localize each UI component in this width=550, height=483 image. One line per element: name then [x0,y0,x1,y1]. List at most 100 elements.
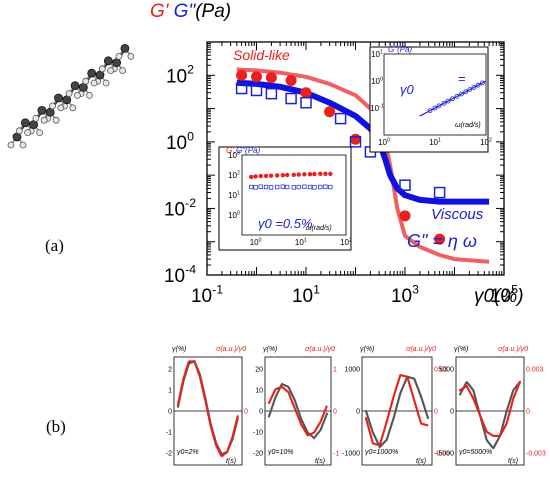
inset-solid-axes [241,154,347,236]
waveform-right-tick: -1 [333,451,339,458]
inset-gdoubleprime-point [296,184,301,190]
waveform-gamma-label: γ0=5000% [459,449,492,456]
inset-gprime-point [312,171,317,177]
inset-gdoubleprime-point [275,184,280,190]
inset-viscous-y-tick-label: 10-1 [370,103,384,113]
waveform-left-tick: -20 [253,451,263,458]
hydrogen-atom [49,102,56,110]
inset-viscous-tick-labels: 101 100 10-1 100 101 102 [370,49,492,147]
carbon-atom [70,81,80,90]
inset-gprime-point [249,174,254,180]
alkane-molecule-icon [7,44,135,149]
hydrogen-atom [119,67,126,74]
inset-gdoubleprime-point [312,185,317,190]
hydrogen-atom [24,129,32,137]
data-point-gdoubleprime [285,92,297,105]
inset-viscous-frame [369,46,489,153]
waveform-left-tick: 1000 [344,367,360,374]
waveform-left-tick: 0 [356,409,360,416]
main-y-tick-labels: 10-4 10-2 100 102 [164,63,196,287]
y-tick-label: 100 [166,129,194,154]
waveform-right-tick: -0.003 [526,451,546,458]
inset-solid-tick-labels: 103 102 101 100 100 101 102 [228,150,352,247]
waveform-gamma-label: γ0=1000% [365,449,398,456]
inset-solid-frame [218,146,352,251]
inset-gdoubleprime-point [328,184,333,190]
slope-line [419,80,487,117]
inset-viscous-axes [383,53,487,136]
waveform-left-tick: 20 [255,367,263,374]
hydrogen-atom [15,127,23,135]
hydrogen-atom [52,116,60,124]
inset-solid-y-tick-label: 102 [228,170,240,180]
inset-gprime-point [302,172,307,177]
y-tick-label: 10-4 [164,262,196,287]
inset-gprime-point [263,173,269,179]
carbon-atom [62,95,72,105]
inset-gdoubleprime-point [318,184,323,190]
y-tick-label: 10-2 [164,196,196,221]
inset-viscous-x-tick-label: 102 [480,137,492,147]
waveform-right-label: σ(a.u.)/γ0 [305,346,335,353]
carbon-atom [12,132,22,142]
stress-curve [267,385,329,437]
inset-solid-x-label: ω(rad/s) [306,225,332,232]
inset-viscous-data [419,80,487,117]
hydrogen-atom [127,53,135,60]
waveform-left-tick: -2 [166,451,172,458]
carbon-atom [37,106,47,115]
inset-gprime-point [284,172,290,178]
data-point-gdoubleprime [399,179,411,191]
hydrogen-atom [36,129,43,137]
viscous-relation-annotation: G" = η ω [407,231,477,251]
y-tick-label: 102 [166,63,194,88]
inset-gdoubleprime-point [263,184,269,190]
inset-gprime-point [291,172,297,178]
data-point-gdoubleprime [265,87,278,100]
inset-solid-chart: G',G"(Pa) γ0 =0.5% ω(rad/s) 103 102 101 100… [218,146,352,251]
strain-curve [364,375,430,449]
x-tick-label: 105 [490,282,518,307]
data-point-gprime [324,106,336,118]
stress-curve [364,373,430,447]
inset-gprime-point [253,174,258,179]
carbon-atom [79,83,88,92]
data-point-gprime [434,233,446,245]
inset-gprime-point [268,173,274,178]
panel-label-a: (a) [45,236,64,255]
waveform-panel: γ(%) σ(a.u.)/γ0 t(s) γ0=2% 2 1 0 -1 -2 0 [166,346,248,466]
waveform-right-tick: 0.003 [526,367,544,374]
waveform-left-tick: 0 [259,409,263,416]
inset-gprime-point [323,171,328,176]
inset-gprime-point [296,172,301,177]
waveform-right-tick: -0.03 [434,451,450,458]
main-data-points [235,69,446,245]
waveform-right-tick: 0 [333,409,337,416]
inset-gdoubleprime-point [253,185,258,190]
inset-gdoubleprime-point [302,184,307,189]
waveform-left-tick: 1 [168,388,172,395]
stress-curve [176,360,240,459]
data-point-gdoubleprime [250,84,263,97]
hydrogen-atom [90,79,98,87]
waveform-x-label: t(s) [226,458,236,465]
waveform-x-label: t(s) [315,458,325,465]
inset-gdoubleprime-point [285,184,290,190]
hydrogen-atom [32,115,40,122]
carbon-atom [20,118,30,128]
carbon-atom [120,44,130,53]
waveform-left-tick: 2 [168,367,172,374]
carbon-atom [29,120,38,129]
strain-curve [267,382,329,440]
inset-solid-y-tick-label: 103 [228,150,240,160]
waveform-left-tick: 0 [168,409,172,416]
waveform-gamma-label: γ0=10% [268,449,294,456]
main-chart: G' G"(Pa) γ0(%) 10-1 101 103 105 10-410-210… [150,1,524,307]
hydrogen-atom [19,141,27,149]
inset-viscous-x-tick-label: 100 [378,137,390,147]
panel-label-b: (b) [46,417,66,436]
hydrogen-atom [107,67,114,74]
waveform-x-label: t(s) [416,458,426,465]
hydrogen-atom [69,104,77,112]
main-x-tick-labels: 10-1 101 103 105 [191,282,518,307]
